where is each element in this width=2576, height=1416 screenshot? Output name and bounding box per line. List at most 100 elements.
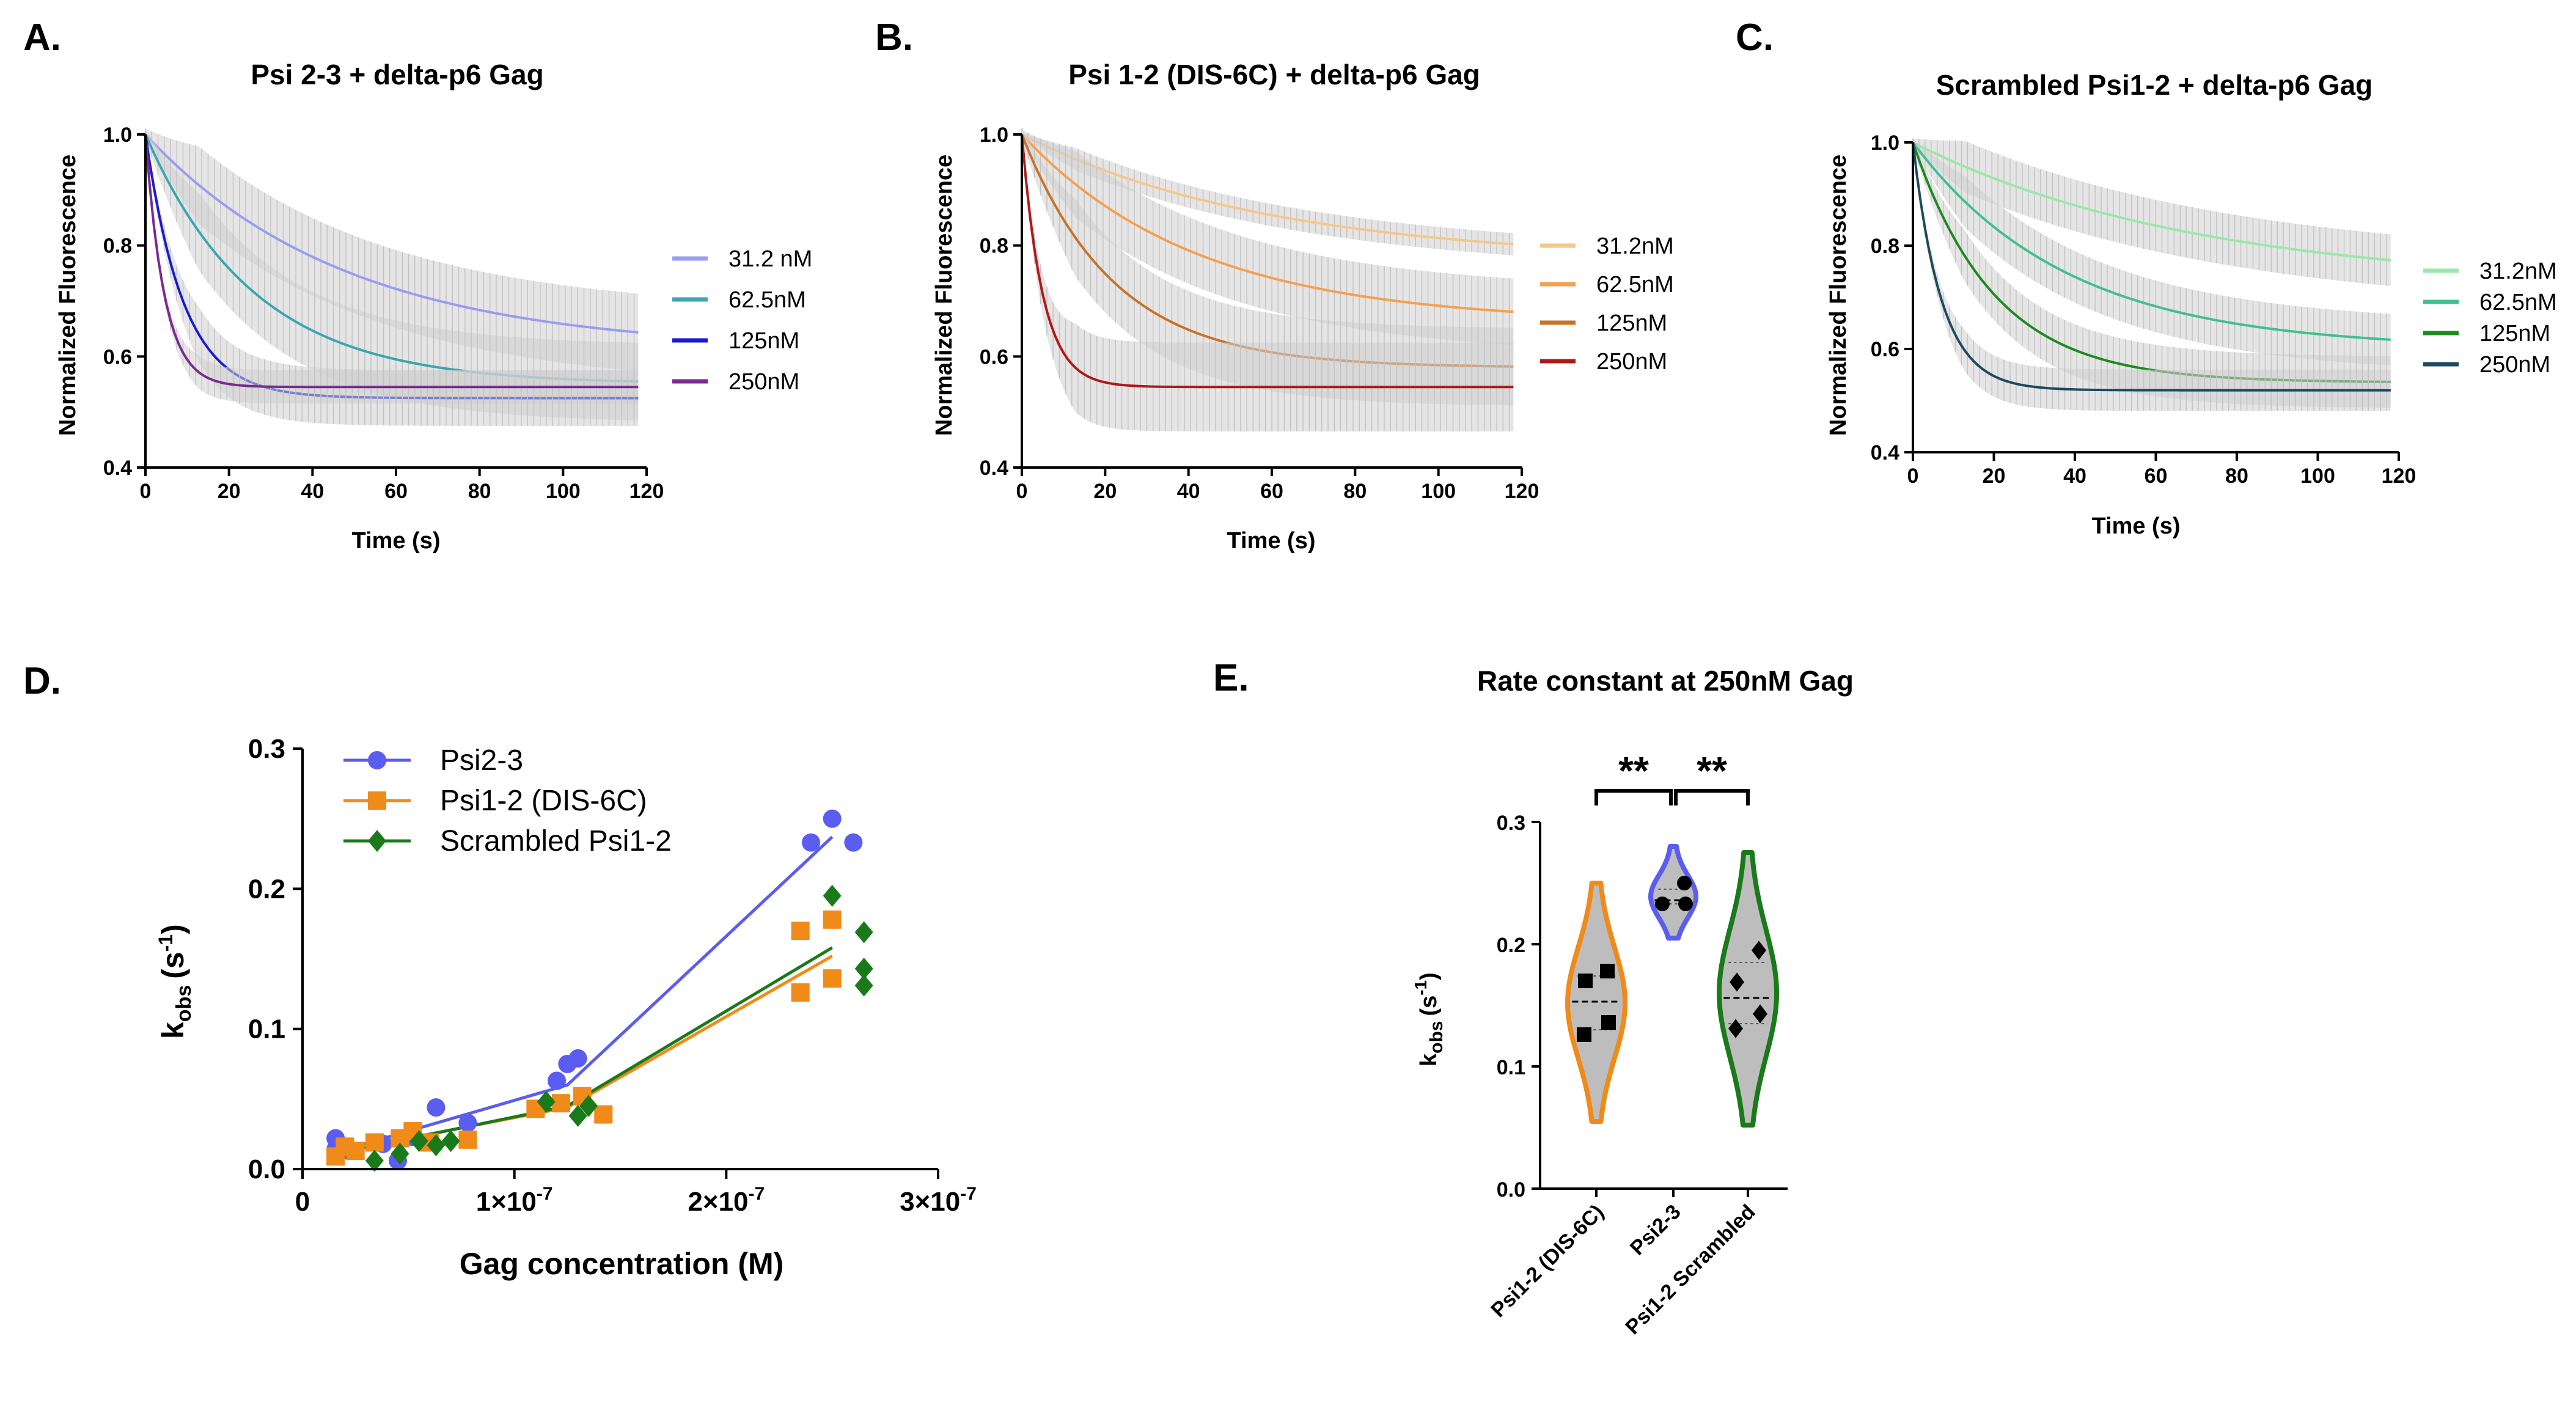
chart-c-xtick-label: 120 [2382,464,2416,488]
chart-d-ylabel-k: k [156,1022,190,1039]
chart-b-series-line-3 [1021,134,1514,389]
chart-a-legend-label-1: 62.5nM [728,287,806,313]
chart-d-point-1 [823,910,842,929]
chart-a-series-line-0 [144,133,639,334]
chart-c-plot: 0 20 40 60 80 100 120 0.4 0.6 0.8 1.0 31.2nM 62.5nM 1… [1871,131,2557,488]
chart-e-ylabel-sup: -1 [1411,980,1430,996]
chart-e-ytick-label: 0.0 [1497,1178,1525,1201]
chart-c-xtick-label: 40 [2063,464,2086,488]
chart-d-xtick-label: 1×10-7 [476,1184,553,1217]
chart-e-point-2 [1752,941,1766,960]
chart-b-xtick-label: 0 [1016,480,1028,503]
chart-c-ytick-label: 1.0 [1871,131,1899,155]
chart-d-point-1 [594,1105,613,1124]
chart-e-ylabel: kobs (s-1) [1411,972,1447,1066]
chart-e-point-0 [1577,1027,1591,1042]
chart-c-errorband-3 [1913,139,2391,411]
chart-d-ylabel-sup: -1 [155,934,177,952]
chart-e-point-1 [1677,876,1692,890]
chart-d-point-1 [823,969,842,988]
chart-d-point-2 [854,974,873,997]
chart-a-xtick-label: 40 [301,480,324,503]
chart-c-series-line-3 [1912,142,2391,392]
chart-c-legend-label-1: 62.5nM [2479,290,2557,315]
chart-e-xtick-label: Psi1-2 (DIS-6C) [1486,1200,1608,1322]
chart-c-xtick-label: 100 [2300,464,2335,488]
chart-d-point-2 [365,1150,384,1172]
chart-d-point-0 [568,1049,587,1068]
chart-d-point-0 [823,809,842,828]
chart-a-ytick-label: 0.4 [103,457,132,480]
chart-e-point-0 [1600,964,1615,978]
chart-a-xtick-label: 80 [468,480,491,503]
chart-d-legend-marker-2 [368,830,386,852]
chart-a-xtick-label: 100 [546,480,581,503]
chart-d-xlabel: Gag concentration (M) [460,1247,784,1281]
chart-d-point-0 [427,1098,446,1117]
chart-b-legend-label-3: 250nM [1596,349,1667,375]
panel-letter-a: A. [23,17,61,59]
chart-d-point-2 [409,1130,428,1153]
chart-d-point-2 [854,921,873,944]
chart-e-significance-label-1: ** [1697,749,1727,793]
chart-c-series-line-1 [1912,141,2391,341]
chart-b-ytick-label: 0.8 [980,235,1008,258]
chart-e-title: Rate constant at 250nM Gag [1477,665,1854,697]
chart-c-ytick-label: 0.4 [1871,441,1899,464]
chart-c-xtick-label: 0 [1907,464,1919,488]
chart-c-xtick-label: 20 [1983,464,2006,488]
chart-d-point-1 [365,1133,384,1152]
chart-d-ytick-label: 0.2 [248,874,285,904]
chart-d-ytick-label: 0.3 [248,734,285,764]
chart-b-title: Psi 1-2 (DIS-6C) + delta-p6 Gag [1068,59,1480,90]
panel-letter-c: C. [1736,17,1774,59]
chart-d-point-2 [568,1104,587,1127]
chart-d-point-2 [537,1090,556,1113]
chart-e-point-1 [1678,897,1693,911]
chart-a-plot: 0 20 40 60 80 100 120 0.4 0.6 0.8 1.0 31.2 nM 62.5nM… [103,123,813,503]
chart-b-xtick-label: 100 [1421,480,1456,503]
chart-b-xtick-label: 60 [1260,480,1283,503]
chart-e-ytick-label: 0.1 [1497,1056,1525,1079]
chart-c-ytick-label: 0.8 [1871,235,1899,258]
chart-b-series-line-0 [1021,133,1514,246]
chart-d-xtick-exponent: -7 [537,1184,553,1204]
chart-d-xtick-exponent: -7 [960,1184,977,1204]
chart-c-xtick-label: 60 [2145,464,2168,488]
chart-a-xtick-label: 60 [384,480,408,503]
chart-d-xtick-exponent: -7 [749,1184,765,1204]
chart-c-legend-label-2: 125nM [2479,321,2550,347]
chart-a-legend-label-3: 250nM [728,369,799,395]
chart-c-legend-label-0: 31.2nM [2479,259,2557,284]
chart-c-xtick-label: 80 [2225,464,2248,488]
chart-a-xtick-label: 120 [629,480,664,503]
chart-e-point-2 [1753,1004,1767,1024]
chart-a-legend-label-0: 31.2 nM [728,246,812,272]
chart-e-point-1 [1655,897,1670,911]
chart-b-xtick-label: 40 [1177,480,1200,503]
chart-d-point-1 [458,1130,477,1149]
chart-a-series-line-3 [144,134,639,389]
chart-d-point-1 [791,983,810,1002]
chart-a-xtick-label: 0 [140,480,152,503]
panel-letter-e: E. [1213,657,1249,699]
chart-b-legend-label-1: 62.5nM [1596,272,1674,298]
chart-d-ytick-label: 0.0 [248,1154,285,1184]
chart-e-xtick-label: Psi2-3 [1626,1200,1686,1260]
chart-a-ytick-label: 0.8 [103,235,132,258]
chart-d-point-0 [802,833,820,852]
chart-d-plot: 0 1×10-7 2×10-7 3×10-7 0.0 0.1 0.2 0.3 Psi2-3 Psi… [248,734,977,1217]
chart-e-ylabel-close: ) [1416,972,1442,980]
chart-e-ylabel-k: k [1416,1053,1442,1066]
chart-b-ytick-label: 0.6 [980,345,1008,369]
chart-e-violin-2 [1717,850,1779,1128]
chart-d-point-2 [391,1142,409,1165]
chart-e-significance-bracket-1 [1674,789,1750,805]
chart-c-title: Scrambled Psi1-2 + delta-p6 Gag [1936,69,2373,101]
panel-letter-b: B. [875,17,913,59]
chart-d-ylabel-unit: (s [156,952,190,978]
chart-d-point-0 [844,833,863,852]
chart-d-legend-label-1: Psi1-2 (DIS-6C) [440,785,647,817]
chart-b-ytick-label: 0.4 [980,457,1008,480]
panel-letter-d: D. [23,660,61,702]
